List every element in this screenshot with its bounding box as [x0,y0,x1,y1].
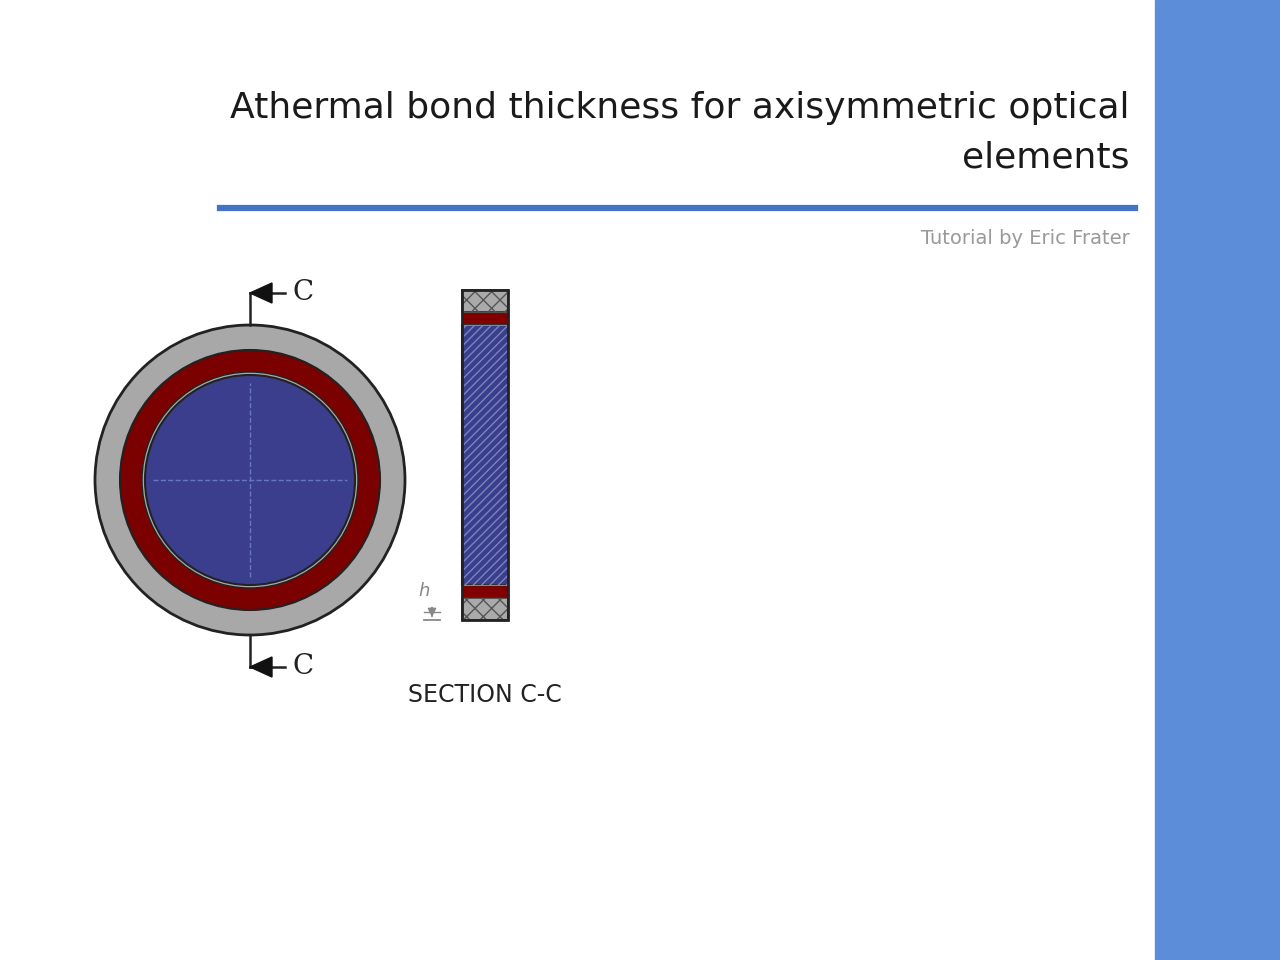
Bar [462,585,508,598]
Bar [462,312,508,325]
Bar [462,290,508,312]
Text: h: h [419,582,430,599]
Bar [462,325,508,585]
Polygon shape [250,283,273,303]
Bar [462,598,508,620]
Bar [462,290,508,620]
Circle shape [95,325,404,635]
Text: C: C [293,279,314,306]
Text: Tutorial by Eric Frater: Tutorial by Eric Frater [922,228,1130,248]
Bar [462,290,508,312]
Circle shape [142,372,358,588]
Text: Athermal bond thickness for axisymmetric optical: Athermal bond thickness for axisymmetric… [230,91,1130,125]
Circle shape [145,375,355,585]
Text: SECTION C-C: SECTION C-C [408,683,562,707]
Circle shape [120,350,380,610]
Bar [462,325,508,585]
Bar [1155,0,1280,960]
Text: C: C [293,654,314,681]
Text: elements: elements [963,141,1130,175]
Polygon shape [250,657,273,677]
Bar [462,598,508,620]
